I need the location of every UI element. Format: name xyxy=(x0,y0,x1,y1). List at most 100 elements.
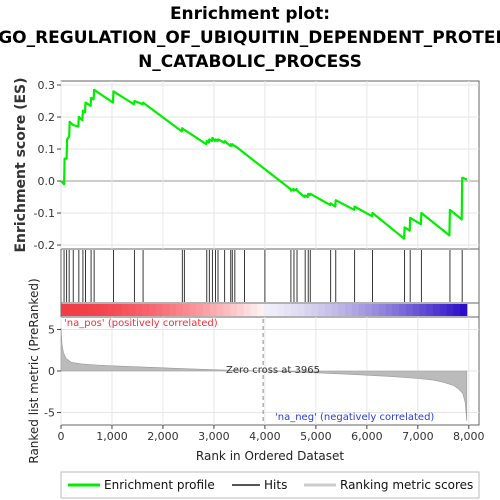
colorbar-segment xyxy=(236,304,245,316)
es-y-tick-label: 0.3 xyxy=(38,79,56,92)
colorbar-segment xyxy=(162,304,170,316)
rank-x-tick-label: 3,000 xyxy=(198,430,230,443)
colorbar-segment xyxy=(419,304,427,316)
rank-x-tick-label: 6,000 xyxy=(351,430,383,443)
colorbar-segment xyxy=(196,304,204,316)
colorbar-segment xyxy=(230,304,238,316)
colorbar-segment xyxy=(290,304,299,316)
chart-title-line-1: Enrichment plot: xyxy=(170,4,330,24)
colorbar-segment xyxy=(432,304,441,316)
colorbar-segment xyxy=(358,304,366,316)
colorbar-segment xyxy=(216,304,224,316)
colorbar-segment xyxy=(135,304,143,316)
colorbar-segment xyxy=(250,304,258,316)
es-y-tick-label: 0.2 xyxy=(38,111,56,124)
colorbar-segment xyxy=(270,304,279,316)
hits-panel-frame xyxy=(60,248,480,304)
es-panel-frame xyxy=(60,80,480,250)
colorbar-segment xyxy=(284,304,292,316)
colorbar-segment xyxy=(94,304,103,316)
rank-x-axis: 0 1,000 2,000 3,000 4,000 5,000 6,000 7,000 8,00… xyxy=(58,425,485,443)
colorbar-segment xyxy=(372,304,380,316)
colorbar-segment xyxy=(128,304,136,316)
colorbar-segment xyxy=(88,304,96,316)
positive-correlation-label: 'na_pos' (positively correlated) xyxy=(64,318,218,329)
colorbar-segment xyxy=(67,304,76,316)
rank-y-axis-label: Ranked list metric (PreRanked) xyxy=(27,278,41,463)
colorbar-segment xyxy=(412,304,421,316)
hits-layer xyxy=(63,250,463,302)
colorbar-segment xyxy=(148,304,157,316)
colorbar-segment xyxy=(169,304,177,316)
colorbar-segment xyxy=(189,304,197,316)
rank-x-tick-label: 4,000 xyxy=(249,430,281,443)
legend-label-enrichment: Enrichment profile xyxy=(104,478,215,492)
rank-x-tick-label: 8,000 xyxy=(453,430,485,443)
colorbar-segment xyxy=(405,304,414,316)
colorbar-layer xyxy=(61,304,468,316)
colorbar-segment xyxy=(304,304,312,316)
chart-title-line-2: GO_REGULATION_OF_UBIQUITIN_DEPENDENT_PRO… xyxy=(0,28,500,48)
colorbar-segment xyxy=(263,304,272,316)
es-y-tick-label: 0.0 xyxy=(38,175,56,188)
rank-area-layer xyxy=(60,319,468,423)
legend-label-hits: Hits xyxy=(264,478,287,492)
colorbar-segment xyxy=(297,304,306,316)
colorbar-segment xyxy=(108,304,116,316)
colorbar-segment xyxy=(345,304,353,316)
colorbar-segment xyxy=(277,304,285,316)
es-grid xyxy=(60,81,479,249)
legend-frame xyxy=(60,471,480,499)
colorbar-segment xyxy=(182,304,191,316)
colorbar-segment xyxy=(155,304,164,316)
colorbar-segment xyxy=(317,304,326,316)
rank-x-tick-label: 5,000 xyxy=(300,430,332,443)
legend: Enrichment profile Hits Ranking metric s… xyxy=(60,471,480,499)
colorbar-segment xyxy=(365,304,373,316)
colorbar-segment xyxy=(453,304,461,316)
rank-y-tick-label: -5 xyxy=(44,407,55,420)
enrichment-profile-line xyxy=(60,88,468,240)
rank-x-tick-label: 2,000 xyxy=(147,430,179,443)
rank-x-axis-label: Rank in Ordered Dataset xyxy=(196,449,344,463)
es-y-axis: -0.2 -0.1 0.0 0.1 0.2 0.3 xyxy=(34,79,61,252)
colorbar-segment xyxy=(426,304,434,316)
chart-title-line-3: N_CATABOLIC_PROCESS xyxy=(138,52,362,72)
es-y-tick-label: -0.2 xyxy=(34,239,55,252)
rank-y-axis: -5 0 5 xyxy=(44,323,61,420)
colorbar-segment xyxy=(223,304,231,316)
colorbar-segment xyxy=(338,304,346,316)
colorbar-segment xyxy=(460,304,468,316)
colorbar-segment xyxy=(175,304,184,316)
colorbar-segment xyxy=(209,304,218,316)
colorbar-segment xyxy=(257,304,265,316)
colorbar-segment xyxy=(378,304,387,316)
colorbar-segment xyxy=(121,304,130,316)
colorbar-segment xyxy=(331,304,339,316)
colorbar-segment xyxy=(311,304,319,316)
es-y-tick-label: 0.1 xyxy=(38,143,56,156)
colorbar-segment xyxy=(243,304,251,316)
colorbar-segment xyxy=(61,304,69,316)
rank-x-tick-label: 1,000 xyxy=(96,430,128,443)
colorbar-segment xyxy=(324,304,333,316)
rank-x-tick-label: 0 xyxy=(58,430,65,443)
colorbar-segment xyxy=(142,304,150,316)
rank-x-tick-label: 7,000 xyxy=(402,430,434,443)
colorbar-segment xyxy=(439,304,448,316)
negative-correlation-label: 'na_neg' (negatively correlated) xyxy=(275,412,434,423)
colorbar-segment xyxy=(351,304,360,316)
zero-cross-label: Zero cross at 3965 xyxy=(226,365,320,376)
colorbar-segment xyxy=(101,304,109,316)
rank-y-tick-label: 0 xyxy=(48,365,55,378)
es-y-tick-label: -0.1 xyxy=(34,207,55,220)
legend-label-ranking: Ranking metric scores xyxy=(340,478,473,492)
colorbar-segment xyxy=(446,304,454,316)
rank-y-tick-label: 5 xyxy=(48,323,55,336)
colorbar-segment xyxy=(399,304,407,316)
colorbar-segment xyxy=(81,304,89,316)
colorbar-segment xyxy=(74,304,82,316)
colorbar-segment xyxy=(392,304,400,316)
